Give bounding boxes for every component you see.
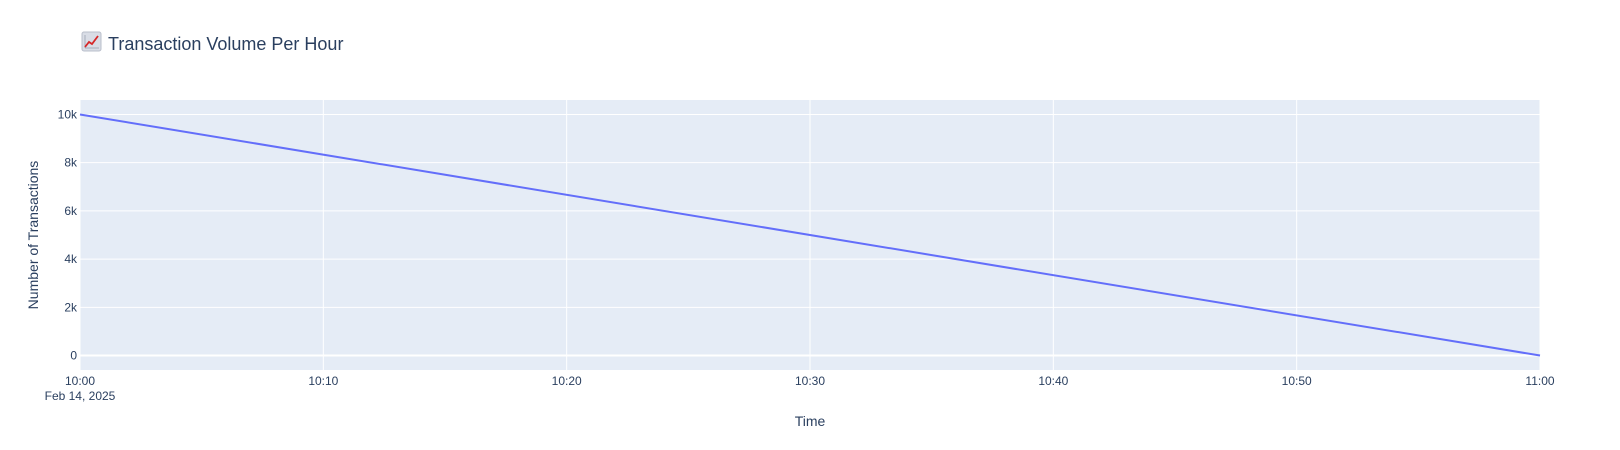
y-tick-label: 0 [70,349,77,363]
y-tick-label: 2k [64,300,78,314]
y-axis-title: Number of Transactions [25,161,41,310]
x-tick-labels: 10:00 10:10 10:20 10:30 10:40 10:50 11:00 [65,374,1555,388]
x-tick-label: 10:00 [65,374,95,388]
y-tick-labels: 0 2k 4k 6k 8k 10k [58,107,78,362]
x-date-label: Feb 14, 2025 [45,389,116,403]
x-axis-title: Time [795,413,826,429]
x-tick-label: 10:30 [795,374,825,388]
y-tick-label: 6k [64,204,78,218]
x-tick-label: 10:40 [1038,374,1068,388]
series-line [79,113,1541,357]
x-gridlines [79,100,1541,370]
x-tick-label: 10:20 [552,374,582,388]
chart-increasing-icon [81,31,102,52]
y-tick-label: 8k [64,156,78,170]
series-layer [79,113,1541,357]
y-tick-label: 4k [64,252,78,266]
y-gridlines [80,113,1540,357]
chart-title: Transaction Volume Per Hour [108,34,343,54]
x-tick-label: 11:00 [1525,374,1554,388]
chart-title-group: Transaction Volume Per Hour [81,31,343,54]
x-tick-label: 10:50 [1282,374,1312,388]
y-tick-label: 10k [58,107,78,121]
x-tick-label: 10:10 [308,374,338,388]
